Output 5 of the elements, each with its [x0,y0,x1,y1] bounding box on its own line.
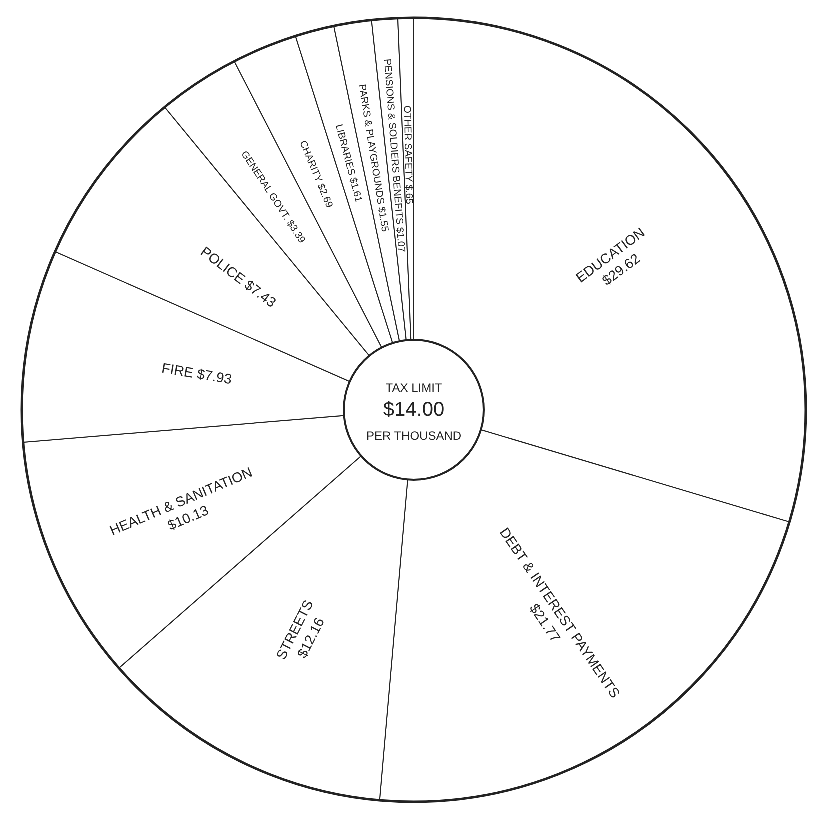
text: TAX LIMIT [386,381,443,395]
slice-label: FIRE $7.93 [160,360,234,388]
text: PER THOUSAND [366,429,462,443]
slice-label: OTHER SAFETY $.65 [401,106,414,205]
text: $14.00 [383,399,445,421]
